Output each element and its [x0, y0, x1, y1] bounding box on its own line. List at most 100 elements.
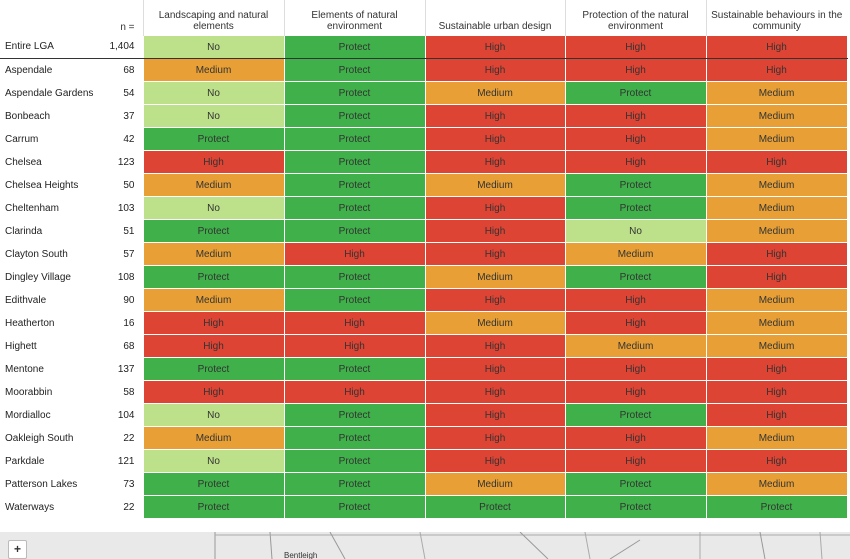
suburb-priority-table: n = Landscaping and natural elements Ele…	[0, 0, 848, 519]
table-row: Aspendale 68 Medium Protect High High High	[0, 58, 848, 82]
sample-size-header: n =	[120, 21, 135, 33]
rating-cell-protection: Protect	[564, 403, 707, 427]
map-panel[interactable]: + Bentleigh	[0, 532, 850, 559]
rating-cell-protection: High	[564, 380, 707, 404]
rating-cell-urban-design: Medium	[424, 81, 566, 105]
rating-cell-natural-environment: Protect	[283, 81, 426, 105]
sample-size: 22	[123, 432, 135, 444]
rating-cell-behaviours: Medium	[705, 104, 848, 128]
rating-cell-behaviours: Medium	[705, 334, 848, 358]
rating-cell-landscaping: Protect	[142, 495, 285, 519]
table-row: Cheltenham 103 No Protect High Protect Medium	[0, 196, 848, 220]
sample-size: 123	[117, 156, 135, 168]
sample-size: 50	[123, 179, 135, 191]
column-header-behaviours: Sustainable behaviours in the community	[705, 0, 847, 36]
rating-cell-urban-design: High	[424, 334, 566, 358]
rating-cell-landscaping: High	[142, 150, 285, 174]
sample-size: 37	[123, 110, 135, 122]
rating-cell-behaviours: High	[705, 403, 848, 427]
rating-cell-protection: No	[564, 219, 707, 243]
suburb-name: Aspendale	[5, 64, 53, 76]
rating-cell-natural-environment: High	[283, 334, 426, 358]
rating-cell-urban-design: Medium	[424, 311, 566, 335]
rating-cell-landscaping: Medium	[142, 288, 285, 312]
table-row: Highett 68 High High High Medium Medium	[0, 334, 848, 358]
rating-cell-protection: Protect	[564, 495, 707, 519]
rating-cell-behaviours: High	[705, 150, 848, 174]
rating-cell-landscaping: Protect	[142, 472, 285, 496]
rating-cell-landscaping: No	[142, 81, 285, 105]
sample-size: 137	[117, 363, 135, 375]
sample-size: 16	[123, 317, 135, 329]
rating-cell-behaviours: Medium	[705, 196, 848, 220]
suburb-name: Patterson Lakes	[5, 478, 78, 490]
suburb-name: Mordialloc	[5, 409, 51, 421]
table-row: Bonbeach 37 No Protect High High Medium	[0, 104, 848, 128]
rating-cell-protection: High	[564, 449, 707, 473]
map-place-label: Bentleigh	[284, 551, 318, 559]
sample-size: 104	[117, 409, 135, 421]
rating-cell-protection: High	[564, 127, 707, 151]
suburb-name: Cheltenham	[5, 202, 59, 214]
rating-cell-natural-environment: High	[283, 380, 426, 404]
rating-cell-landscaping: High	[142, 311, 285, 335]
rating-cell-urban-design: High	[424, 380, 566, 404]
suburb-name: Carrum	[5, 133, 39, 145]
rating-cell-urban-design: High	[424, 288, 566, 312]
sample-size: 121	[117, 455, 135, 467]
rating-cell-natural-environment: Protect	[283, 357, 426, 381]
map-zoom-in-button[interactable]: +	[8, 540, 27, 559]
suburb-name: Aspendale Gardens	[5, 87, 94, 99]
rating-cell-behaviours: Medium	[705, 127, 848, 151]
rating-cell-urban-design: High	[424, 127, 566, 151]
rating-cell-behaviours: Protect	[705, 495, 848, 519]
sample-size: 22	[123, 501, 135, 513]
rating-cell-landscaping: Medium	[142, 58, 285, 82]
rating-cell-landscaping: High	[142, 334, 285, 358]
table-row: Mordialloc 104 No Protect High Protect High	[0, 403, 848, 427]
table-row: Oakleigh South 22 Medium Protect High High Med…	[0, 426, 848, 450]
rating-cell-landscaping: Protect	[142, 127, 285, 151]
rating-cell-behaviours: Medium	[705, 81, 848, 105]
rating-cell-behaviours: Medium	[705, 288, 848, 312]
rating-cell-landscaping: Medium	[142, 426, 285, 450]
rating-cell-urban-design: High	[424, 426, 566, 450]
sample-size: 1,404	[103, 35, 143, 59]
sample-size: 54	[123, 87, 135, 99]
rating-cell-urban-design: Protect	[424, 495, 566, 519]
rating-cell-protection: High	[564, 288, 707, 312]
rating-cell-behaviours: High	[705, 242, 848, 266]
suburb-name: Edithvale	[5, 294, 47, 306]
rating-cell-natural-environment: Protect	[283, 127, 426, 151]
rating-cell-natural-environment: Protect	[283, 104, 426, 128]
rating-cell-protection: Protect	[564, 81, 707, 105]
rating-cell-behaviours: High	[705, 357, 848, 381]
suburb-name: Chelsea Heights	[5, 179, 79, 191]
rating-cell-protection: High	[564, 311, 707, 335]
sample-size: 68	[123, 340, 135, 352]
rating-cell-urban-design: High	[424, 242, 566, 266]
rating-cell-natural-environment: Protect	[283, 58, 426, 82]
rating-cell-landscaping: No	[142, 104, 285, 128]
rating-cell-urban-design: High	[424, 196, 566, 220]
rating-cell-natural-environment: Protect	[283, 472, 426, 496]
sample-size: 73	[123, 478, 135, 490]
rating-cell-landscaping: No	[142, 35, 285, 59]
rating-cell-landscaping: Medium	[142, 173, 285, 197]
sample-size: 58	[123, 386, 135, 398]
rating-cell-protection: High	[564, 150, 707, 174]
rating-cell-protection: Protect	[564, 265, 707, 289]
rating-cell-natural-environment: Protect	[283, 288, 426, 312]
rating-cell-landscaping: Medium	[142, 242, 285, 266]
column-header-natural-environment: Elements of natural environment	[283, 0, 425, 36]
rating-cell-landscaping: No	[142, 449, 285, 473]
column-header-urban-design: Sustainable urban design	[424, 0, 565, 36]
table-row: Carrum 42 Protect Protect High High Medium	[0, 127, 848, 151]
rating-cell-behaviours: Medium	[705, 472, 848, 496]
suburb-name: Dingley Village	[5, 271, 71, 283]
rating-cell-behaviours: Medium	[705, 173, 848, 197]
suburb-name: Highett	[5, 340, 37, 352]
suburb-name: Oakleigh South	[5, 432, 74, 444]
rating-cell-protection: High	[564, 357, 707, 381]
sample-size: 90	[123, 294, 135, 306]
